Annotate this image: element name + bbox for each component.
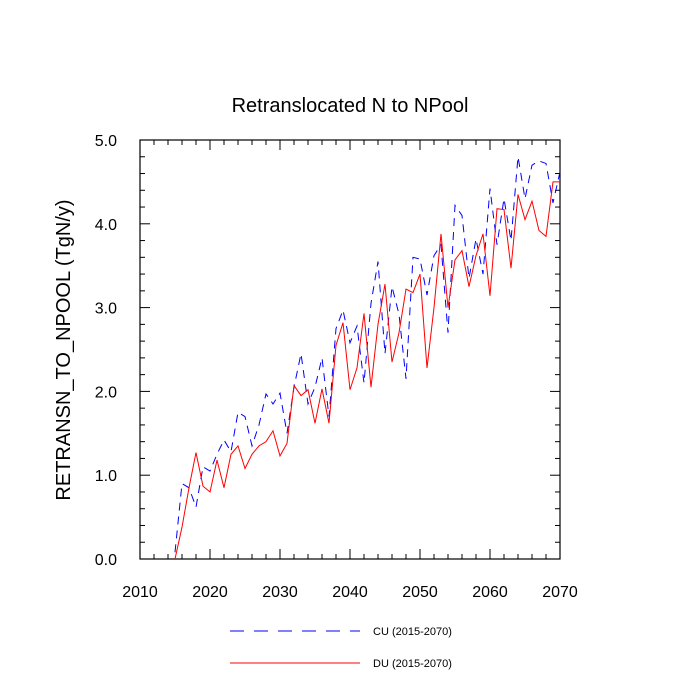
- x-tick-label: 2020: [192, 584, 228, 601]
- x-tick-label: 2060: [472, 584, 508, 601]
- x-tick-label: 2070: [542, 584, 578, 601]
- series-line-cu: [174, 156, 561, 553]
- legend: CU (2015-2070) DU (2015-2070): [230, 626, 452, 670]
- series-line-du: [174, 181, 560, 560]
- x-axis-ticks: 2010 2020 2030 2040 2050 2060 2070: [122, 140, 578, 601]
- x-tick-label: 2040: [332, 584, 368, 601]
- plot-frame: [139, 139, 561, 560]
- y-axis-ticks: 0.0 1.0 2.0 3.0 4.0 5.0: [95, 133, 560, 569]
- legend-label: CU (2015-2070): [373, 626, 452, 638]
- x-tick-label: 2030: [262, 584, 298, 601]
- y-tick-label: 3.0: [95, 301, 117, 318]
- y-tick-label: 1.0: [95, 468, 117, 485]
- x-tick-label: 2050: [402, 584, 438, 601]
- plot-border: [139, 139, 561, 560]
- legend-label: DU (2015-2070): [373, 658, 452, 670]
- y-tick-label: 4.0: [95, 217, 117, 234]
- y-tick-label: 5.0: [95, 133, 117, 150]
- y-tick-label: 2.0: [95, 384, 117, 401]
- x-tick-label: 2010: [122, 584, 158, 601]
- y-tick-label: 0.0: [95, 552, 117, 569]
- chart-title: Retranslocated N to NPool: [232, 95, 469, 117]
- y-axis-label: RETRANSN_TO_NPOOL (TgN/y): [53, 199, 75, 500]
- series-layer: [174, 156, 561, 560]
